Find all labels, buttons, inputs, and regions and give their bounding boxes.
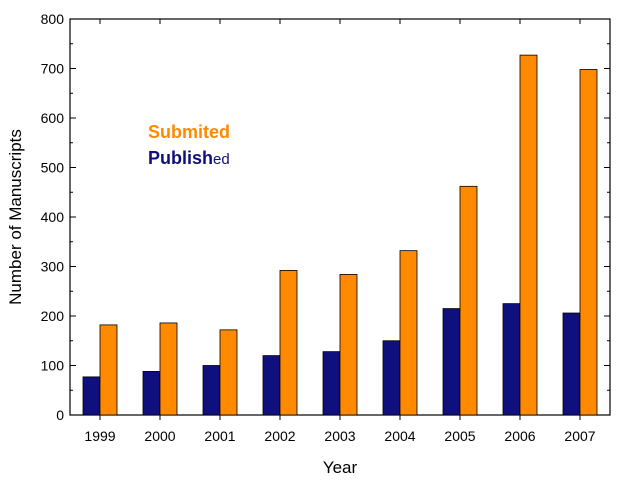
bar-submited-1999 — [99, 324, 118, 416]
x-tick-label: 2006 — [504, 428, 535, 444]
y-tick-label: 600 — [41, 110, 65, 126]
x-tick-label: 2000 — [144, 428, 175, 444]
bar-published-2005 — [442, 308, 461, 416]
x-tick-label: 2001 — [204, 428, 235, 444]
x-axis: 1999 2000 2001 2002 2003 2004 2005 2006 2007 — [84, 19, 596, 444]
x-tick-label: 2002 — [264, 428, 295, 444]
bar-published-2003 — [322, 351, 341, 416]
legend: Submited Published — [148, 122, 230, 168]
bar-submited-2004 — [399, 250, 418, 416]
x-tick-label: 2007 — [564, 428, 595, 444]
bar-submited-2003 — [339, 274, 358, 416]
bar-published-2007 — [562, 312, 581, 416]
y-axis-title: Number of Manuscripts — [6, 129, 25, 305]
x-tick-label: 1999 — [84, 428, 115, 444]
y-tick-label: 0 — [56, 407, 64, 423]
y-tick-label: 800 — [41, 11, 65, 27]
y-tick-label: 700 — [41, 61, 65, 77]
bar-submited-2007 — [579, 69, 598, 416]
legend-published: Published — [148, 148, 230, 168]
bar-published-2001 — [202, 365, 221, 416]
y-axis: 0 100 200 300 400 500 600 700 800 — [41, 11, 610, 423]
bar-published-2004 — [382, 340, 401, 416]
x-axis-title: Year — [323, 458, 358, 477]
bar-submited-2001 — [219, 329, 238, 416]
bar-published-2002 — [262, 355, 281, 416]
legend-published-main: Publish — [148, 148, 213, 168]
bar-submited-2005 — [459, 185, 478, 416]
x-tick-label: 2003 — [324, 428, 355, 444]
bars-layer — [82, 54, 598, 416]
legend-submitted: Submited — [148, 122, 230, 142]
bar-submited-2006 — [519, 54, 538, 416]
legend-published-suffix: ed — [213, 151, 230, 168]
y-tick-label: 300 — [41, 259, 65, 275]
bar-published-2006 — [502, 303, 521, 416]
y-tick-label: 200 — [41, 308, 65, 324]
y-tick-label: 500 — [41, 160, 65, 176]
bar-published-2000 — [142, 371, 161, 416]
x-tick-label: 2005 — [444, 428, 475, 444]
bar-submited-2000 — [159, 322, 178, 416]
bar-submited-2002 — [279, 270, 298, 416]
x-tick-label: 2004 — [384, 428, 415, 444]
y-tick-label: 400 — [41, 209, 65, 225]
bar-published-1999 — [82, 376, 101, 416]
y-tick-label: 100 — [41, 358, 65, 374]
